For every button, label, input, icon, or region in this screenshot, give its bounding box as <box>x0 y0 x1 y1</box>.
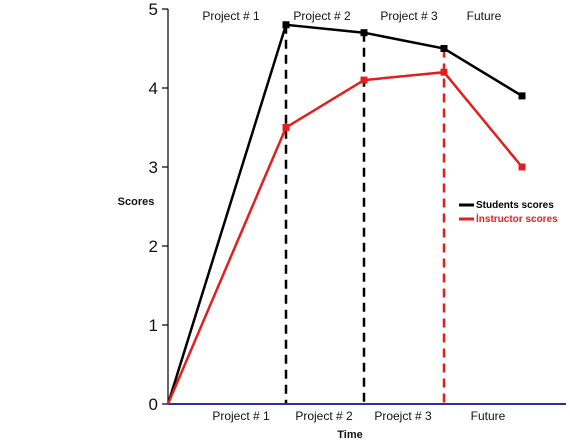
top-label-1: Project # 1 <box>202 9 260 23</box>
bottom-project-labels: Project # 1 Project # 2 Proejct # 3 Future <box>212 409 505 423</box>
data-point-instructor-2 <box>360 76 368 84</box>
y-tick-label-3: 3 <box>149 158 158 177</box>
series-line-instructor <box>166 70 523 405</box>
data-point-students-3 <box>440 45 448 52</box>
data-point-instructor-3 <box>440 68 448 76</box>
bottom-label-2: Project # 2 <box>295 409 353 423</box>
y-tick-label-0: 0 <box>149 395 158 414</box>
y-tick-label-2: 2 <box>149 237 158 256</box>
data-point-instructor-4 <box>518 163 526 171</box>
y-tick-label-4: 4 <box>149 79 158 98</box>
bottom-label-4: Future <box>471 409 506 423</box>
data-point-students-1 <box>282 21 290 29</box>
legend-label-instructor: İnstructor scores <box>476 212 558 225</box>
legend-label-students: Students scores <box>476 200 554 211</box>
data-point-students-2 <box>360 29 368 37</box>
x-axis-title: Time <box>337 429 362 441</box>
top-label-3: Project # 3 <box>380 9 438 23</box>
top-project-labels: Project # 1 Project # 2 Project # 3 Future <box>202 9 501 23</box>
top-label-4: Future <box>467 9 502 23</box>
series-line-students <box>166 23 523 405</box>
data-point-instructor-1 <box>282 124 290 131</box>
y-tick-label-5: 5 <box>149 0 158 19</box>
y-tick-label-1: 1 <box>149 316 158 335</box>
y-axis-ticks: 0 1 2 3 4 5 <box>149 0 168 414</box>
top-label-2: Project # 2 <box>293 9 351 23</box>
series-lines <box>166 21 526 405</box>
y-axis-title: Scores <box>118 196 155 208</box>
axes <box>167 9 566 405</box>
bottom-label-1: Project # 1 <box>212 409 270 423</box>
data-point-students-4 <box>518 92 526 100</box>
bottom-label-3: Proejct # 3 <box>374 409 432 423</box>
legend: Students scores İnstructor scores <box>459 200 558 225</box>
project-dividers <box>284 24 446 404</box>
